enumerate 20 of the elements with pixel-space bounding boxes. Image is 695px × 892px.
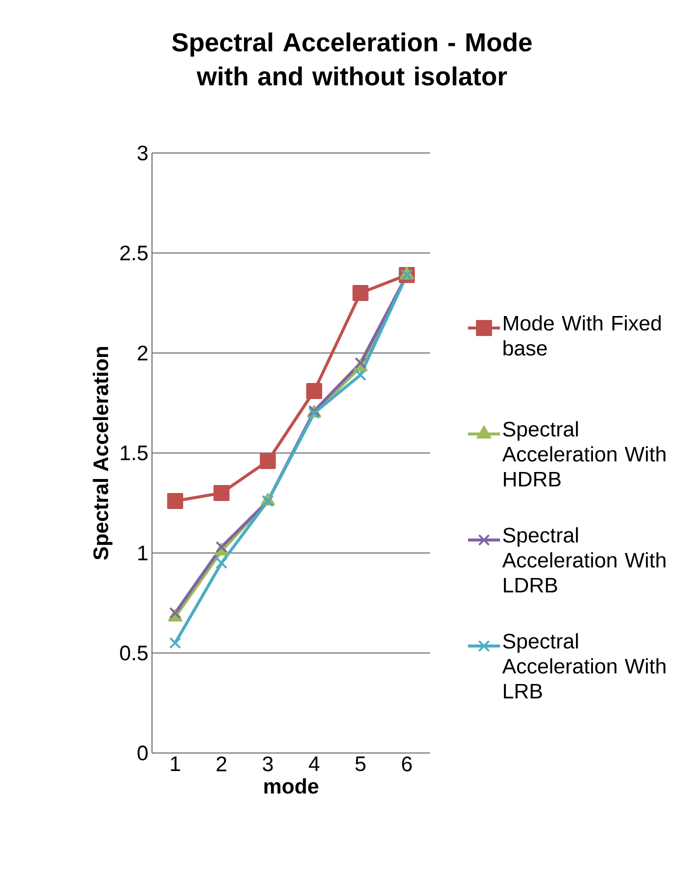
chart-title: Spectral Acceleration - Mode with and without isolator: [172, 32, 532, 86]
y-tick-label: 1: [138, 546, 148, 560]
y-tick-label: 0: [138, 746, 148, 760]
y-axis-title: Spectral Acceleration: [92, 346, 112, 560]
x-tick-label: 4: [308, 756, 320, 771]
x-tick-label: 2: [216, 756, 226, 772]
legend-label: Spectral Acceleration With LDRB: [502, 527, 666, 592]
x-tick-label: 1: [170, 756, 180, 771]
x-axis-title: mode: [264, 778, 318, 794]
y-tick-label: 1.5: [120, 446, 148, 460]
x-tick-label: 6: [402, 756, 412, 772]
y-tick-label: 2.5: [120, 246, 148, 260]
x-tick-label: 5: [356, 756, 366, 772]
legend-label: Spectral Acceleration With HDRB: [502, 421, 666, 486]
x-tick-label: 3: [262, 756, 273, 772]
y-tick-label: 0.5: [120, 646, 148, 660]
y-tick-label: 3: [138, 146, 148, 160]
legend-label: Spectral Acceleration With LRB: [502, 633, 666, 698]
y-tick-label: 2: [138, 346, 148, 360]
legend-label: Mode With Fixed base: [504, 315, 661, 356]
